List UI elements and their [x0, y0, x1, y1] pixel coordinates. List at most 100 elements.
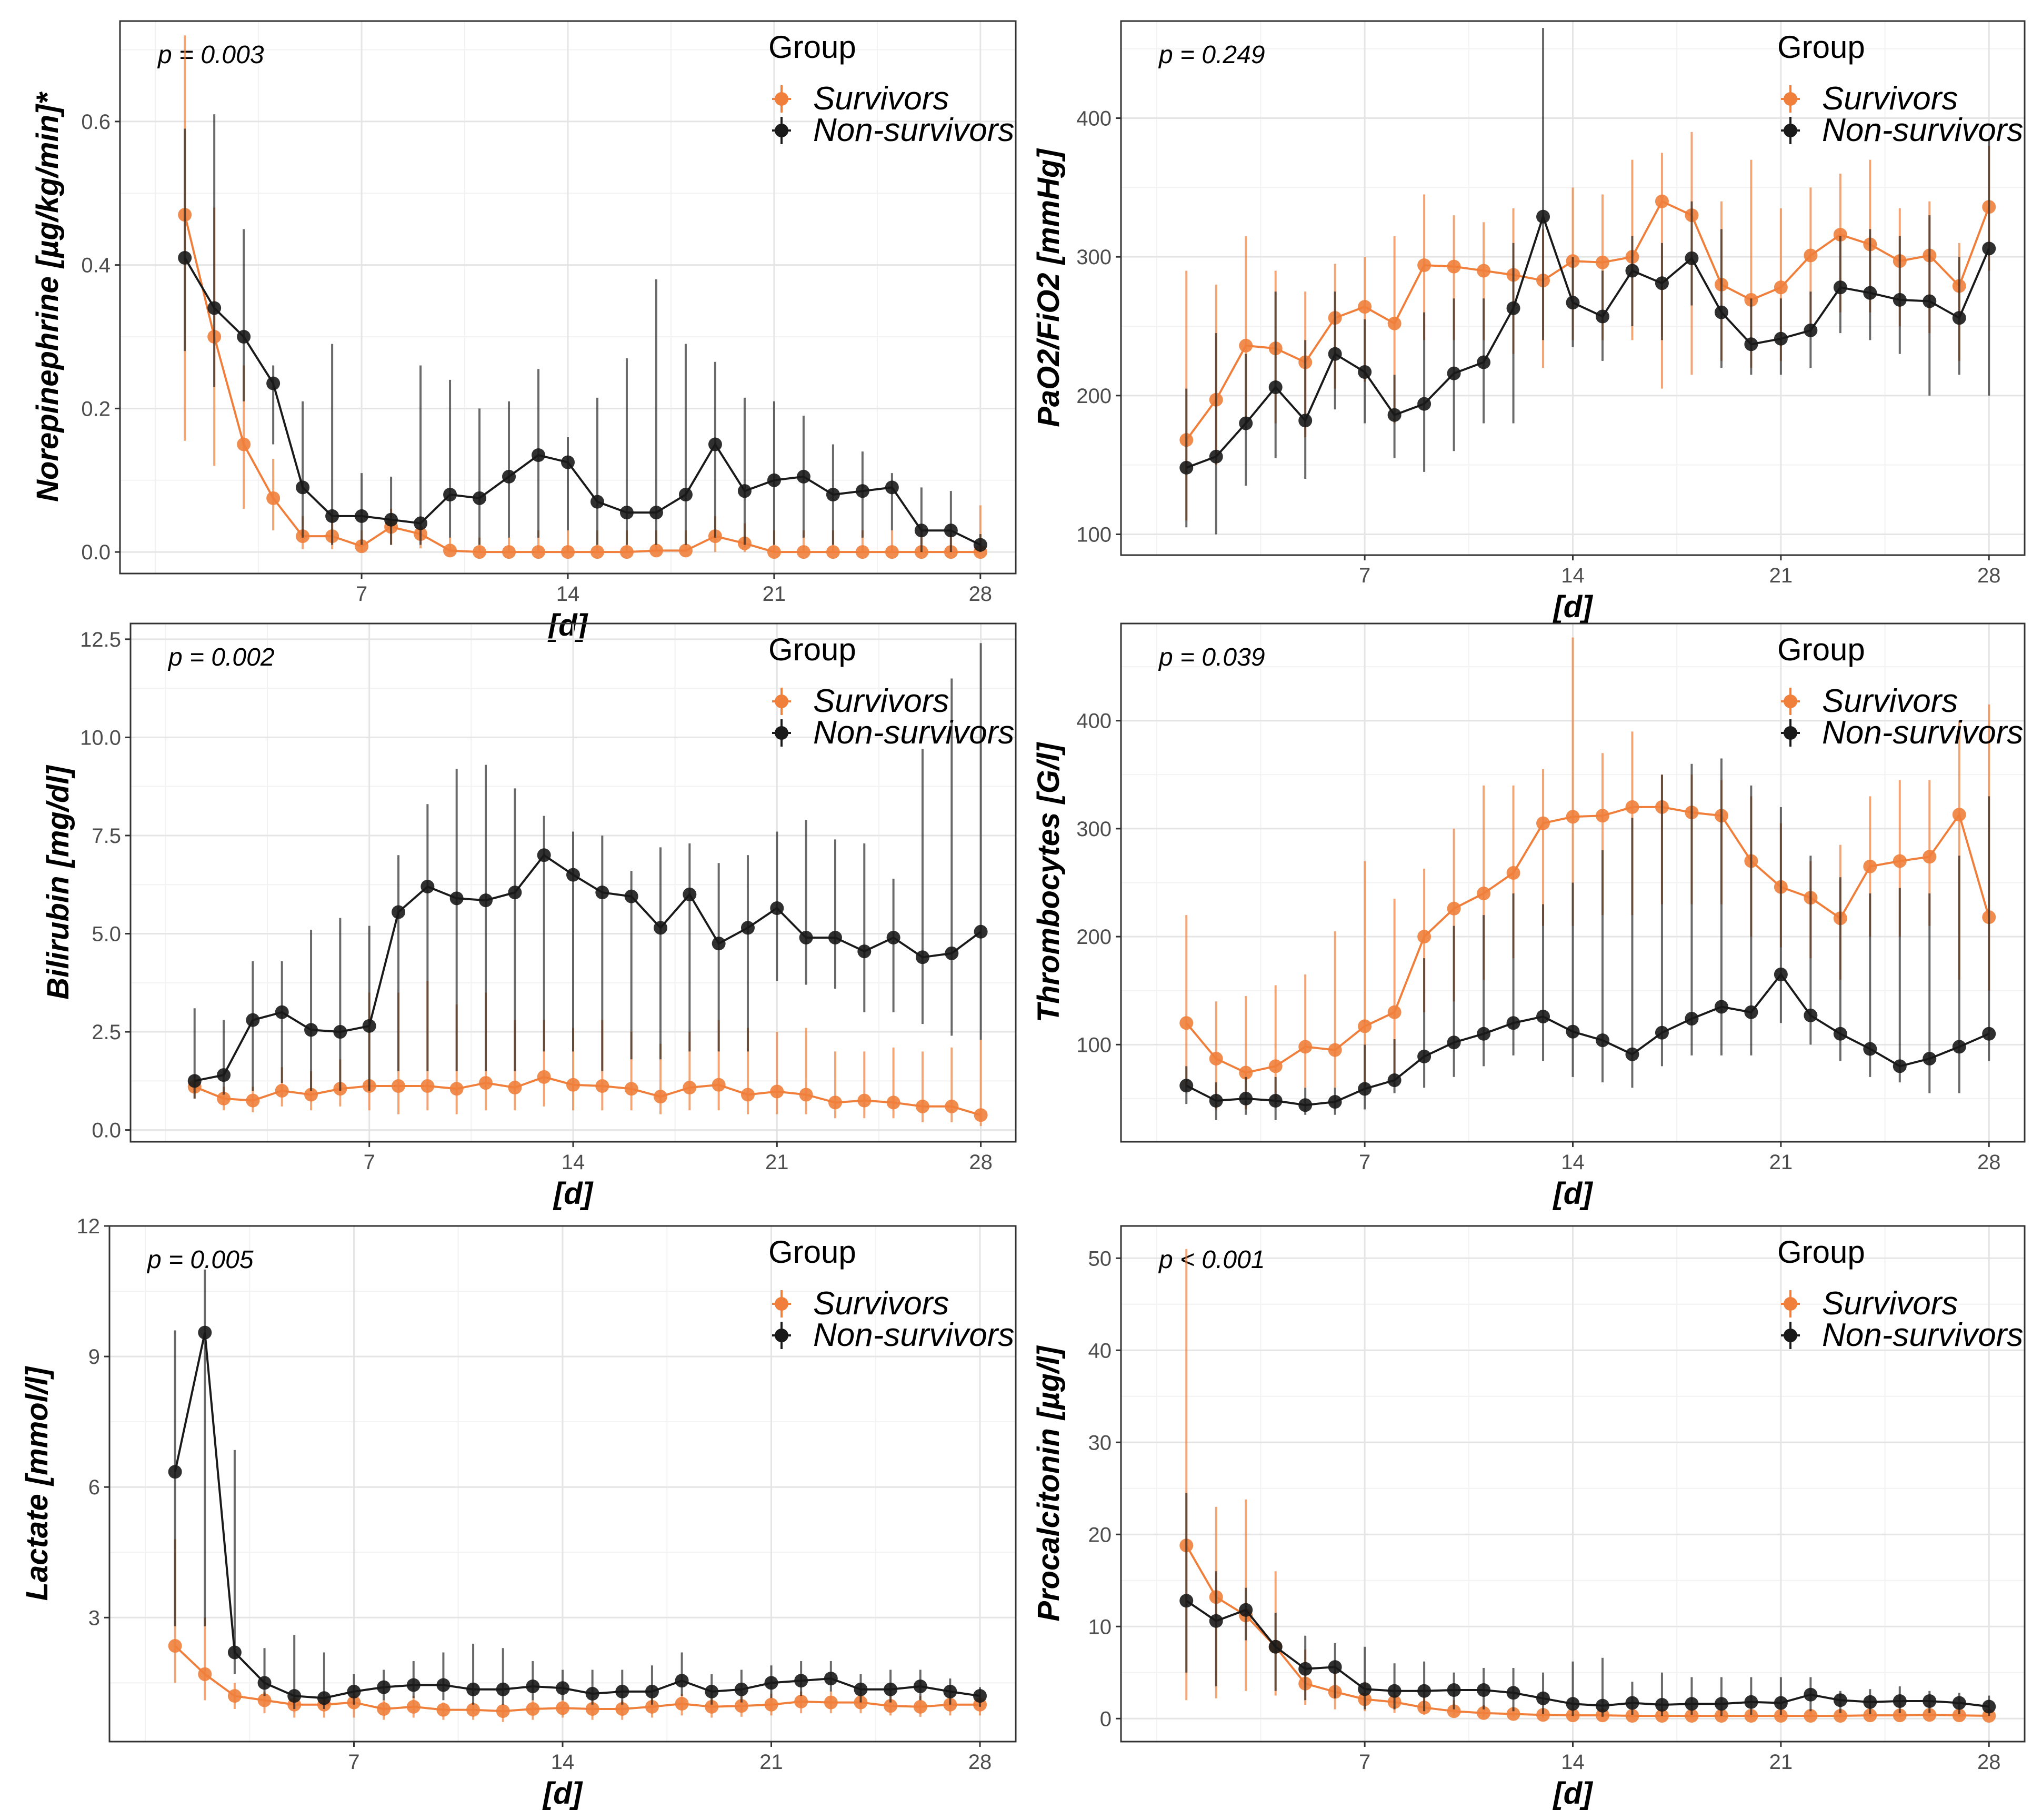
data-point — [1447, 366, 1461, 380]
p-value-annotation: p = 0.249 — [1158, 41, 1265, 69]
data-point — [1477, 887, 1491, 901]
data-point — [1595, 255, 1609, 269]
data-point — [974, 924, 988, 939]
data-point — [794, 1694, 808, 1708]
data-point — [615, 1684, 629, 1698]
data-point — [362, 1019, 376, 1033]
data-point — [1774, 280, 1788, 295]
data-point — [355, 539, 369, 554]
data-point — [1863, 859, 1877, 873]
data-point — [740, 1088, 755, 1102]
data-point — [347, 1684, 361, 1698]
data-point — [915, 1099, 929, 1113]
data-point — [508, 886, 522, 900]
data-point — [1239, 1091, 1253, 1105]
data-point — [466, 1703, 481, 1717]
data-point — [708, 437, 722, 451]
series-line — [194, 853, 982, 1082]
data-point — [1298, 1040, 1313, 1054]
data-point — [168, 1465, 182, 1479]
data-point — [1536, 816, 1550, 830]
chart-panel-6: 7 14 21 28 0 10 20 30 40 50 [d] Procalcitonin [µg/l… — [1032, 1225, 2026, 1811]
data-point — [1923, 1708, 1937, 1722]
data-point — [1239, 1065, 1253, 1080]
data-point — [973, 538, 987, 552]
data-point — [178, 251, 192, 265]
data-point — [1595, 1698, 1609, 1713]
x-axis-title: [d] — [553, 1177, 594, 1211]
data-point — [1387, 316, 1402, 330]
legend-key-point — [1784, 124, 1797, 137]
series-line — [194, 1075, 982, 1117]
data-point — [537, 848, 551, 862]
data-point — [585, 1687, 599, 1701]
legend-key-point — [1784, 695, 1797, 708]
data-point — [653, 1090, 667, 1104]
non-survivors-series — [1179, 758, 1996, 1120]
data-point — [1923, 294, 1937, 308]
data-point — [1358, 1019, 1372, 1033]
legend-key-point — [775, 695, 788, 708]
data-point — [796, 469, 810, 484]
data-point — [585, 1702, 599, 1716]
x-tick-label: 28 — [1977, 1751, 2001, 1774]
x-tick-label: 14 — [562, 1151, 585, 1174]
data-point — [1417, 1049, 1432, 1063]
y-tick-label: 20 — [1088, 1523, 1112, 1546]
x-axis-title: [d] — [1552, 590, 1593, 624]
data-point — [355, 509, 369, 523]
data-point — [683, 1081, 697, 1095]
data-point — [1833, 228, 1847, 242]
data-point — [1595, 1033, 1609, 1048]
data-point — [1774, 331, 1788, 346]
data-point — [1328, 1095, 1342, 1109]
data-point — [1268, 1094, 1283, 1108]
data-point — [1655, 194, 1669, 208]
x-tick-label: 7 — [1359, 1151, 1370, 1174]
data-point — [1863, 286, 1877, 300]
legend-key-point — [775, 726, 788, 740]
y-tick-label: 0.2 — [81, 397, 111, 420]
data-point — [526, 1702, 540, 1716]
data-point — [1744, 1709, 1758, 1723]
x-tick-label: 28 — [969, 582, 993, 606]
non-survivors-series — [1179, 28, 1996, 535]
data-point — [1595, 809, 1609, 823]
x-tick-label: 28 — [1977, 1151, 2001, 1174]
data-point — [1477, 1706, 1491, 1720]
y-axis-title: PaO2/FiO2 [mmHg] — [1032, 148, 1066, 427]
data-point — [1209, 1094, 1223, 1108]
data-point — [1268, 1059, 1283, 1073]
data-point — [595, 886, 609, 900]
data-point — [1179, 1016, 1194, 1030]
non-survivors-series — [187, 643, 988, 1099]
data-point — [1893, 854, 1907, 868]
data-point — [1506, 1686, 1520, 1700]
data-point — [1477, 1027, 1491, 1041]
data-point — [275, 1005, 289, 1019]
data-point — [1566, 810, 1580, 824]
data-point — [1387, 408, 1402, 422]
legend-non-survivors: Non-survivors — [813, 112, 1014, 148]
data-point — [1685, 1697, 1699, 1711]
x-tick-label: 21 — [1769, 1151, 1793, 1174]
data-point — [1506, 1016, 1520, 1030]
data-point — [619, 506, 634, 520]
data-point — [1506, 1707, 1520, 1721]
data-point — [649, 506, 663, 520]
data-point — [1179, 1079, 1194, 1093]
data-point — [436, 1703, 451, 1717]
x-tick-label: 7 — [1359, 564, 1370, 587]
data-point — [799, 930, 813, 944]
data-point — [1358, 365, 1372, 379]
data-point — [1328, 1043, 1342, 1057]
data-point — [198, 1667, 212, 1681]
data-point — [1833, 280, 1847, 295]
data-point — [496, 1704, 510, 1718]
legend-survivors: Survivors — [813, 1285, 949, 1322]
x-tick-label: 14 — [556, 582, 580, 606]
data-point — [556, 1681, 569, 1695]
series-line — [1186, 213, 1990, 469]
y-tick-label: 9 — [88, 1345, 100, 1369]
